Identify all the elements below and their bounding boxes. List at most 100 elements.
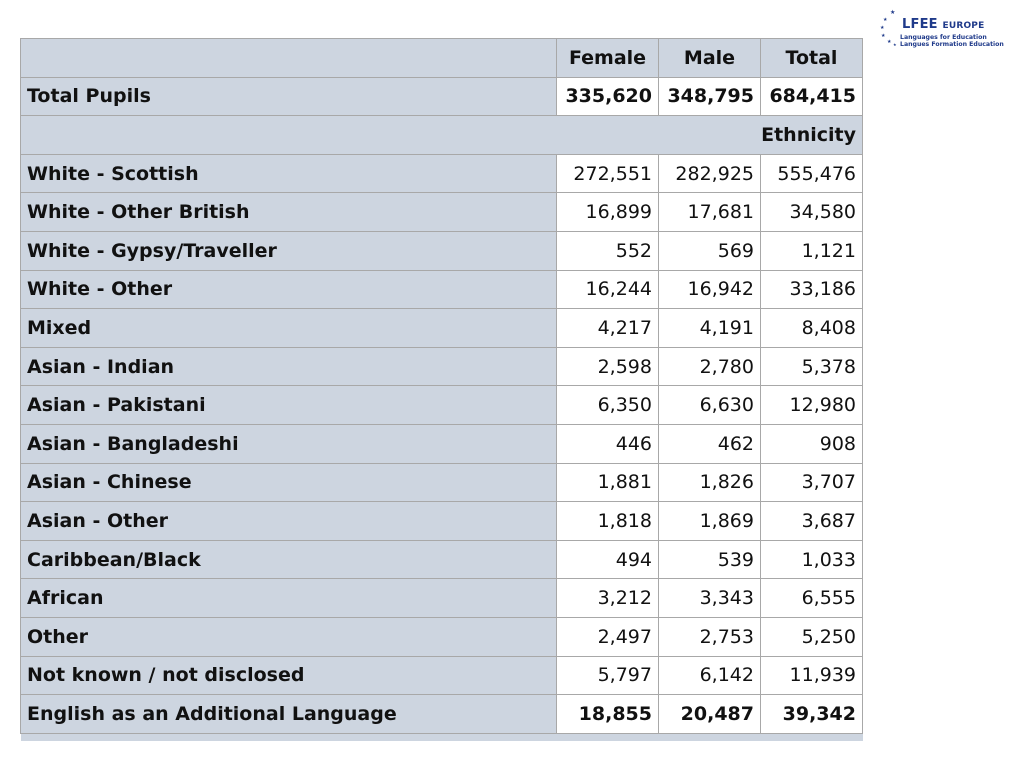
male-value: 16,942 bbox=[658, 269, 761, 310]
male-value: 2,753 bbox=[658, 616, 761, 657]
female-value: 5,797 bbox=[556, 655, 659, 696]
female-value: 446 bbox=[556, 423, 659, 464]
table-row: Asian - Pakistani 6,350 6,630 12,980 bbox=[20, 385, 863, 425]
row-label: White - Scottish bbox=[20, 153, 557, 194]
male-value: 348,795 bbox=[658, 76, 761, 117]
table-row: Asian - Indian 2,598 2,780 5,378 bbox=[20, 346, 863, 387]
table-footer-strip bbox=[20, 733, 863, 742]
row-label: Asian - Other bbox=[20, 501, 557, 541]
total-value: 3,687 bbox=[760, 501, 863, 541]
table-row: Asian - Chinese 1,881 1,826 3,707 bbox=[20, 462, 863, 503]
female-value: 552 bbox=[556, 230, 659, 271]
total-value: 3,707 bbox=[760, 462, 863, 503]
row-label: Other bbox=[20, 616, 557, 657]
table-row: White - Gypsy/Traveller 552 569 1,121 bbox=[20, 230, 863, 271]
logo-subtitle-1: Languages for Education bbox=[900, 34, 987, 41]
svg-text:★: ★ bbox=[880, 25, 885, 31]
row-label: Asian - Indian bbox=[20, 346, 557, 387]
row-label: Asian - Bangladeshi bbox=[20, 423, 557, 464]
svg-text:★: ★ bbox=[887, 39, 892, 45]
total-value: 6,555 bbox=[760, 578, 863, 618]
footer-cell bbox=[20, 733, 863, 742]
male-value: 1,826 bbox=[658, 462, 761, 503]
svg-text:★: ★ bbox=[883, 17, 888, 23]
male-value: 1,869 bbox=[658, 501, 761, 541]
pupil-ethnicity-table: Female Male Total Total Pupils 335,620 3… bbox=[20, 38, 863, 742]
total-value: 11,939 bbox=[760, 655, 863, 696]
row-label: Not known / not disclosed bbox=[20, 655, 557, 696]
female-value: 3,212 bbox=[556, 578, 659, 618]
total-value: 684,415 bbox=[760, 76, 863, 117]
female-value: 2,598 bbox=[556, 346, 659, 387]
total-value: 33,186 bbox=[760, 269, 863, 310]
row-label: Asian - Pakistani bbox=[20, 385, 557, 425]
row-label: African bbox=[20, 578, 557, 618]
table-row: Caribbean/Black 494 539 1,033 bbox=[20, 539, 863, 580]
total-value: 908 bbox=[760, 423, 863, 464]
male-value: 282,925 bbox=[658, 153, 761, 194]
female-value: 16,899 bbox=[556, 192, 659, 232]
svg-text:★: ★ bbox=[890, 9, 895, 16]
row-label: Mixed bbox=[20, 308, 557, 348]
eal-row: English as an Additional Language 18,855 2… bbox=[20, 694, 863, 734]
female-value: 1,818 bbox=[556, 501, 659, 541]
total-value: 34,580 bbox=[760, 192, 863, 232]
male-value: 569 bbox=[658, 230, 761, 271]
male-value: 6,630 bbox=[658, 385, 761, 425]
total-pupils-row: Total Pupils 335,620 348,795 684,415 bbox=[20, 76, 863, 117]
male-value: 3,343 bbox=[658, 578, 761, 618]
row-label: White - Gypsy/Traveller bbox=[20, 230, 557, 271]
lfee-europe-logo: ★ ★ ★ ★ ★ ★ LFEE EUROPE Languages for Ed… bbox=[880, 8, 1020, 52]
female-value: 335,620 bbox=[556, 76, 659, 117]
header-blank-cell bbox=[20, 38, 557, 78]
svg-text:★: ★ bbox=[881, 33, 886, 39]
female-value: 1,881 bbox=[556, 462, 659, 503]
table-row: Other 2,497 2,753 5,250 bbox=[20, 616, 863, 657]
row-label: Caribbean/Black bbox=[20, 539, 557, 580]
table-row: White - Other 16,244 16,942 33,186 bbox=[20, 269, 863, 310]
total-value: 12,980 bbox=[760, 385, 863, 425]
total-value: 39,342 bbox=[760, 694, 863, 734]
male-value: 462 bbox=[658, 423, 761, 464]
male-value: 4,191 bbox=[658, 308, 761, 348]
svg-text:★: ★ bbox=[893, 42, 897, 47]
header-female: Female bbox=[556, 38, 659, 78]
total-value: 5,250 bbox=[760, 616, 863, 657]
total-value: 555,476 bbox=[760, 153, 863, 194]
table-row: Not known / not disclosed 5,797 6,142 11,93… bbox=[20, 655, 863, 696]
male-value: 2,780 bbox=[658, 346, 761, 387]
total-value: 1,121 bbox=[760, 230, 863, 271]
row-label: English as an Additional Language bbox=[20, 694, 557, 734]
header-total: Total bbox=[760, 38, 863, 78]
total-value: 1,033 bbox=[760, 539, 863, 580]
logo-title: LFEE EUROPE bbox=[902, 17, 985, 32]
table-row: White - Scottish 272,551 282,925 555,476 bbox=[20, 153, 863, 194]
row-label: Total Pupils bbox=[20, 76, 557, 117]
row-label: Asian - Chinese bbox=[20, 462, 557, 503]
male-value: 6,142 bbox=[658, 655, 761, 696]
section-label: Ethnicity bbox=[20, 115, 863, 155]
total-value: 5,378 bbox=[760, 346, 863, 387]
female-value: 4,217 bbox=[556, 308, 659, 348]
female-value: 16,244 bbox=[556, 269, 659, 310]
table-row: Asian - Bangladeshi 446 462 908 bbox=[20, 423, 863, 464]
table-row: Mixed 4,217 4,191 8,408 bbox=[20, 308, 863, 348]
row-label: White - Other bbox=[20, 269, 557, 310]
female-value: 6,350 bbox=[556, 385, 659, 425]
star-ring-icon: ★ ★ ★ ★ ★ ★ bbox=[880, 9, 897, 47]
table-row: White - Other British 16,899 17,681 34,580 bbox=[20, 192, 863, 232]
female-value: 494 bbox=[556, 539, 659, 580]
male-value: 539 bbox=[658, 539, 761, 580]
female-value: 18,855 bbox=[556, 694, 659, 734]
male-value: 20,487 bbox=[658, 694, 761, 734]
male-value: 17,681 bbox=[658, 192, 761, 232]
total-value: 8,408 bbox=[760, 308, 863, 348]
header-row: Female Male Total bbox=[20, 38, 863, 78]
row-label: White - Other British bbox=[20, 192, 557, 232]
table-row: Asian - Other 1,818 1,869 3,687 bbox=[20, 501, 863, 541]
female-value: 272,551 bbox=[556, 153, 659, 194]
header-male: Male bbox=[658, 38, 761, 78]
ethnicity-section-row: Ethnicity bbox=[20, 115, 863, 155]
table-row: African 3,212 3,343 6,555 bbox=[20, 578, 863, 618]
logo-subtitle-2: Langues Formation Education bbox=[900, 41, 1004, 48]
